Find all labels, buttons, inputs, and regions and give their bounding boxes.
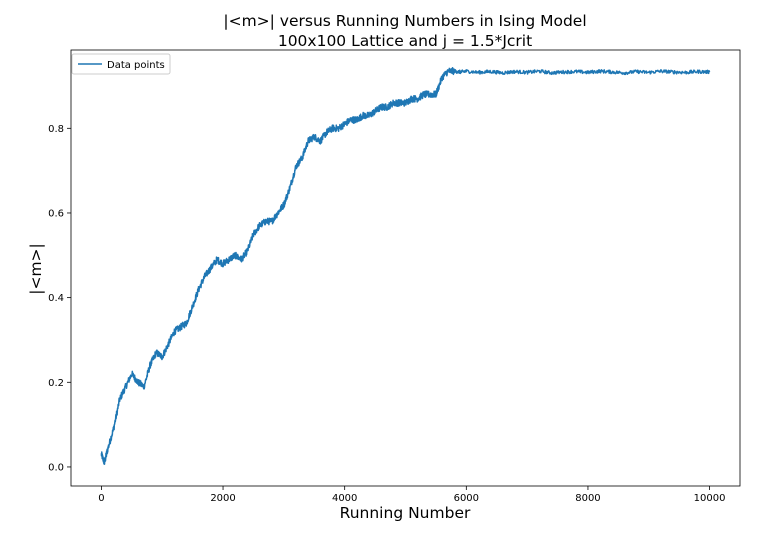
chart-title: |<m>| versus Running Numbers in Ising Mo…: [223, 12, 586, 30]
legend-box: [71, 53, 171, 75]
series-line-0: [100, 67, 711, 465]
x-tick-label: 8000: [575, 493, 600, 504]
x-tick-label: 2000: [210, 493, 235, 504]
y-axis-label: |<m>|: [27, 243, 45, 295]
legend-label: Data points: [107, 60, 165, 71]
x-tick-label: 10000: [694, 493, 726, 504]
y-tick-label: 0.2: [48, 378, 64, 389]
x-tick-label: 0: [98, 493, 104, 504]
x-tick-label: 4000: [332, 493, 357, 504]
y-tick-label: 0.4: [48, 293, 64, 304]
x-tick-label: 6000: [454, 493, 479, 504]
chart-subtitle: 100x100 Lattice and j = 1.5*Jcrit: [278, 32, 532, 50]
y-tick-label: 0.6: [48, 208, 64, 219]
plot-frame: [70, 49, 741, 487]
y-tick-label: 0.0: [48, 462, 64, 473]
x-axis-label: Running Number: [340, 504, 471, 522]
legend: Data points: [71, 53, 171, 75]
plot-area: 0 2000 4000 6000 8000 10000 0.0 0.2 0.4 0.6 0.8: [48, 49, 741, 504]
y-tick-label: 0.8: [48, 124, 64, 135]
